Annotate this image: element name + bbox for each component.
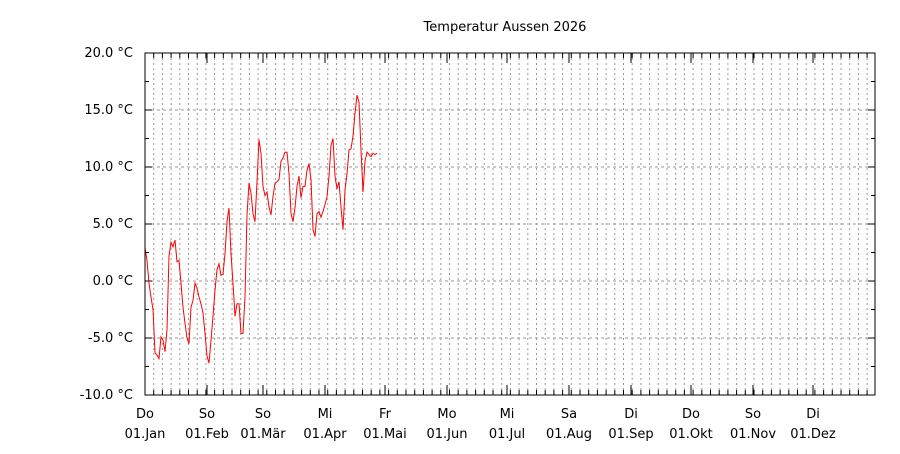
x-tick-date: 01.Jun — [427, 427, 468, 442]
x-tick-weekday: Do — [682, 407, 700, 422]
chart-title: Temperatur Aussen 2026 — [423, 20, 587, 35]
x-tick-date: 01.Jan — [125, 427, 166, 442]
y-tick-label: 20.0 °C — [84, 46, 133, 61]
y-tick-label: 10.0 °C — [84, 160, 133, 175]
x-tick-weekday: So — [199, 407, 215, 422]
x-tick-weekday: Mi — [318, 407, 333, 422]
x-tick-date: 01.Feb — [185, 427, 229, 442]
x-tick-weekday: Fr — [379, 407, 392, 422]
x-tick-weekday: Di — [624, 407, 638, 422]
x-axis: Do 01.Jan So 01.Feb So 01.Mär Mi 01.Apr Fr 01.Mai… — [125, 53, 868, 442]
x-tick-weekday: Sa — [561, 407, 577, 422]
x-tick-date: 01.Dez — [790, 427, 836, 442]
series-layer — [144, 95, 378, 364]
x-tick-date: 01.Okt — [669, 427, 713, 442]
x-tick-date: 01.Aug — [546, 427, 592, 442]
x-tick-date: 01.Nov — [730, 427, 776, 442]
plot-frame — [144, 52, 876, 396]
x-tick-weekday: So — [255, 407, 271, 422]
grid — [145, 53, 875, 395]
x-tick-date: 01.Jul — [489, 427, 525, 442]
x-tick-weekday: Do — [136, 407, 154, 422]
y-tick-label: 15.0 °C — [84, 103, 133, 118]
x-tick-weekday: Di — [806, 407, 820, 422]
x-tick-date: 01.Sep — [608, 427, 653, 442]
temperature-line — [144, 95, 378, 364]
x-tick-date: 01.Mai — [363, 427, 406, 442]
y-tick-label: -5.0 °C — [88, 331, 133, 346]
x-tick-weekday: Mi — [500, 407, 515, 422]
x-tick-date: 01.Apr — [303, 427, 347, 442]
y-tick-label: 5.0 °C — [93, 217, 133, 232]
y-tick-label: 0.0 °C — [93, 274, 133, 289]
x-tick-weekday: So — [745, 407, 761, 422]
y-axis: 20.0 °C 15.0 °C 10.0 °C 5.0 °C 0.0 °C -5.0 °C… — [80, 46, 875, 403]
x-tick-weekday: Mo — [437, 407, 456, 422]
x-tick-date: 01.Mär — [240, 427, 286, 442]
y-tick-label: -10.0 °C — [80, 388, 133, 403]
